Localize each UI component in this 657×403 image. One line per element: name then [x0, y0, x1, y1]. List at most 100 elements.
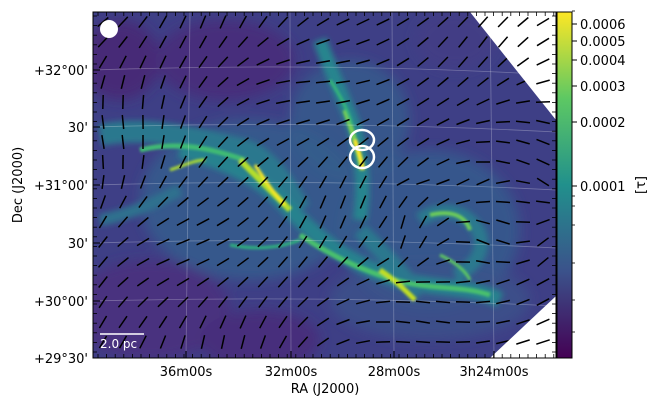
polarization-vector [98, 55, 108, 69]
polarization-vector [496, 319, 510, 325]
polarization-vector [536, 218, 550, 226]
polarization-vector [139, 55, 147, 69]
polarization-vector [236, 97, 250, 107]
polarization-vector [436, 178, 450, 186]
polarization-vector [117, 276, 129, 288]
polarization-vector [536, 298, 550, 306]
polarization-vector [137, 296, 149, 308]
polarization-vector [517, 16, 529, 28]
x-tick-label: 28m00s [368, 365, 421, 380]
polarization-vector [296, 59, 310, 65]
polarization-vector [198, 35, 208, 49]
polarization-vector [456, 118, 470, 126]
colorbar-minor-ticks [572, 10, 575, 333]
polarization-vector [298, 256, 308, 268]
polarization-vector [217, 116, 229, 128]
polarization-vector [536, 339, 550, 345]
polarization-vector [101, 134, 105, 150]
polarization-vector [197, 176, 209, 188]
polarization-vector [396, 37, 410, 47]
polarization-vector [418, 235, 428, 249]
y-axis-major-ticks [93, 69, 100, 359]
polarization-vector [278, 195, 288, 209]
polarization-vector [456, 97, 470, 107]
polarization-vector [397, 256, 409, 268]
polarization-vector [295, 100, 311, 104]
polarization-vector [139, 335, 147, 349]
polarization-vector [277, 256, 289, 268]
polarization-vector [316, 337, 330, 347]
polarization-vector [377, 236, 389, 248]
polarization-vector [316, 38, 330, 46]
polarization-vector [516, 339, 530, 345]
polarization-vector [337, 256, 349, 268]
polarization-vector [179, 115, 187, 129]
polarization-vector [475, 320, 491, 324]
polarization-vector [536, 37, 550, 47]
polarization-vector [101, 175, 105, 189]
polarization-vector [140, 75, 146, 89]
polarization-vector [339, 175, 347, 189]
polarization-vector [516, 139, 530, 145]
polarization-vector [376, 257, 390, 267]
polarization-vector [179, 155, 187, 169]
polarization-vector [475, 260, 491, 264]
polarization-vector [137, 216, 149, 228]
polarization-vector [216, 217, 230, 227]
polarization-vector [315, 60, 331, 64]
polarization-vector [536, 278, 550, 286]
colorbar-tick-label: 0.0003 [580, 80, 626, 95]
polarization-vector [536, 318, 550, 326]
polarization-vector [477, 56, 489, 68]
colorbar-tick-label: 0.0002 [580, 116, 626, 131]
colorbar-tick-label: 0.0004 [580, 54, 626, 69]
polarization-vector [496, 140, 510, 144]
polarization-vector [536, 237, 550, 247]
y-tick-label: +29°30' [34, 352, 88, 367]
polarization-vector [216, 197, 230, 207]
polarization-vector [515, 100, 531, 104]
polarization-vector [297, 276, 309, 288]
polarization-vector [258, 15, 268, 29]
polarization-vector [436, 217, 450, 227]
polarization-vector [136, 237, 150, 247]
polarization-vector [475, 200, 491, 204]
polarization-vector [415, 300, 431, 304]
scale-bar-label: 2.0 pc [100, 337, 137, 351]
polarization-vector [336, 118, 350, 126]
polarization-vector [497, 16, 509, 28]
x-tick-label: 36m00s [160, 365, 213, 380]
polarization-vector [158, 175, 168, 189]
polarization-vector [120, 75, 126, 89]
polarization-vector [516, 259, 530, 265]
polarization-vector [516, 158, 530, 166]
polarization-vector [256, 78, 270, 86]
polarization-vector [158, 35, 168, 49]
polarization-vector [335, 80, 351, 84]
polarization-vector [495, 260, 511, 264]
polarization-vector [298, 195, 308, 209]
polarization-vector [216, 257, 230, 267]
polarization-vector [417, 57, 429, 67]
polarization-vector [236, 137, 250, 147]
polarization-vector [317, 276, 329, 288]
polarization-vector [236, 77, 250, 87]
polarization-vector [335, 99, 351, 105]
polarization-vector [118, 335, 128, 349]
polarization-vector [256, 58, 270, 66]
polarization-vector [179, 135, 187, 149]
polarization-vector [275, 79, 291, 85]
polarization-vector [477, 77, 489, 87]
polarization-vector [141, 155, 145, 169]
polarization-vector [416, 17, 430, 27]
polarization-vector [238, 15, 248, 29]
polarization-vector [356, 118, 370, 126]
polarization-vector [196, 277, 210, 287]
polarization-vector [277, 156, 289, 168]
polarization-vector [97, 256, 109, 268]
polarization-vector [336, 298, 350, 306]
polarization-vector [99, 195, 107, 209]
polarization-vector [161, 114, 165, 130]
polarization-vector [117, 216, 129, 228]
polarization-vector [278, 315, 288, 329]
